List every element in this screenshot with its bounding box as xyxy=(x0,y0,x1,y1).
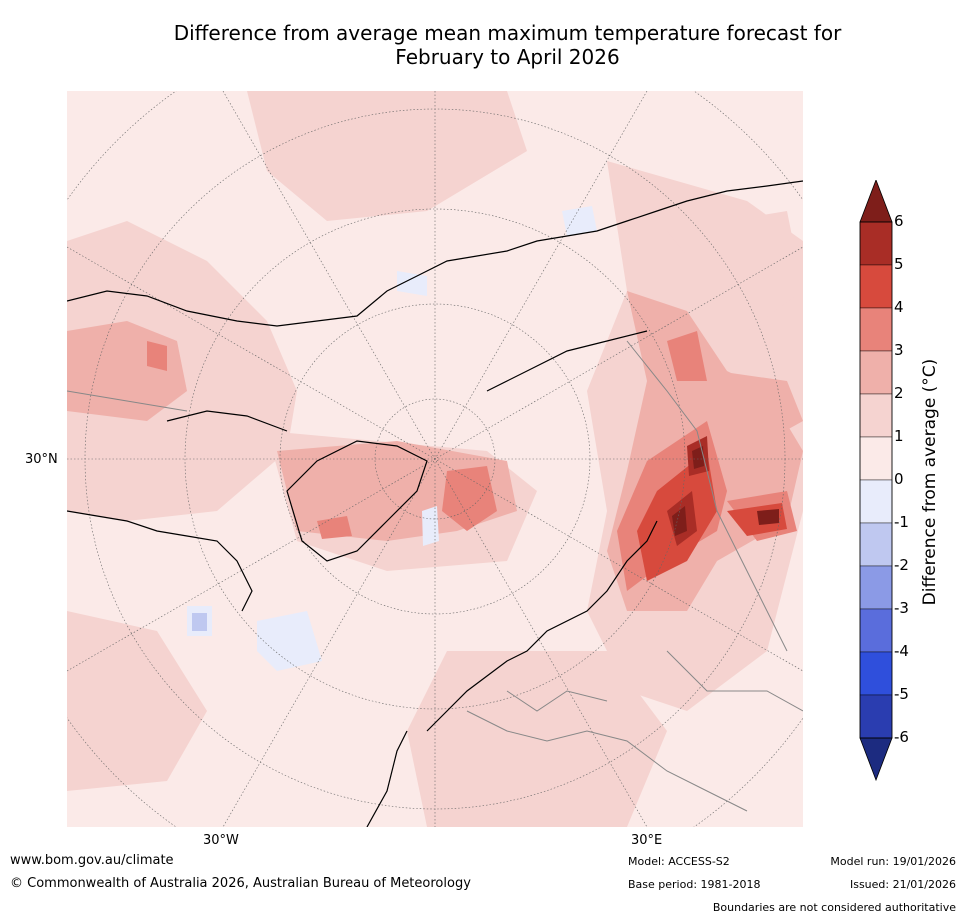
colorbar-bin xyxy=(859,694,893,739)
title-line-1: Difference from average mean maximum tem… xyxy=(173,21,842,45)
colorbar-tick-label: 4 xyxy=(894,298,904,316)
colorbar-swatches xyxy=(859,178,893,782)
borders xyxy=(67,340,803,812)
graticule xyxy=(67,91,803,827)
colorbar-tick-label: 0 xyxy=(894,470,904,488)
colorbar-bin xyxy=(859,393,893,438)
colorbar-bin xyxy=(859,264,893,309)
boundaries-disclaimer: Boundaries are not considered authoritat… xyxy=(712,901,956,914)
anomaly-negative-core xyxy=(192,613,207,631)
colorbar-bin xyxy=(859,522,893,567)
colorbar-svg xyxy=(859,178,893,782)
colorbar-tick-label: 1 xyxy=(894,427,904,445)
colorbar-bin xyxy=(859,479,893,524)
colorbar-title: Difference from average (°C) xyxy=(920,358,940,606)
colorbar-tick-label: 2 xyxy=(894,384,904,402)
colorbar-tick-label: -5 xyxy=(894,685,909,703)
colorbar-bin xyxy=(859,221,893,266)
colorbar-tick-label: -2 xyxy=(894,556,909,574)
map-svg xyxy=(67,91,803,827)
model-name: Model: ACCESS-S2 xyxy=(628,855,730,868)
issued-date: Issued: 21/01/2026 xyxy=(849,878,956,891)
anomaly-above-6-regions xyxy=(672,446,779,536)
colorbar-outline xyxy=(859,221,893,739)
base-period: Base period: 1981-2018 xyxy=(628,878,761,891)
title-line-2: February to April 2026 xyxy=(395,45,620,69)
longitude-label-east: 30°E xyxy=(631,833,663,848)
colorbar-bin xyxy=(859,436,893,481)
colorbar-bin xyxy=(859,350,893,395)
colorbar-tick-label: 6 xyxy=(894,212,904,230)
colorbar-extend-low xyxy=(859,737,893,782)
colorbar-tick-label: 5 xyxy=(894,255,904,273)
anomaly-1-2-regions xyxy=(67,91,803,827)
map-title: Difference from average mean maximum tem… xyxy=(60,21,955,69)
coastlines xyxy=(67,180,803,827)
longitude-label-west: 30°W xyxy=(203,833,239,848)
colorbar-tick-label: 3 xyxy=(894,341,904,359)
latitude-label: 30°N xyxy=(25,452,58,467)
colorbar-bin xyxy=(859,565,893,610)
colorbar-tick-label: -1 xyxy=(894,513,909,531)
colorbar-bin xyxy=(859,307,893,352)
website-link[interactable]: www.bom.gov.au/climate xyxy=(10,853,174,868)
colorbar-bin xyxy=(859,651,893,696)
copyright-text: © Commonwealth of Australia 2026, Austra… xyxy=(10,876,471,891)
model-run-date: Model run: 19/01/2026 xyxy=(830,855,956,868)
polar-map xyxy=(67,91,803,827)
colorbar-tick-label: -6 xyxy=(894,728,909,746)
colorbar xyxy=(856,178,906,785)
colorbar-tick-label: -3 xyxy=(894,599,909,617)
colorbar-extend-high xyxy=(859,178,893,223)
colorbar-tick-label: -4 xyxy=(894,642,909,660)
colorbar-bin xyxy=(859,608,893,653)
